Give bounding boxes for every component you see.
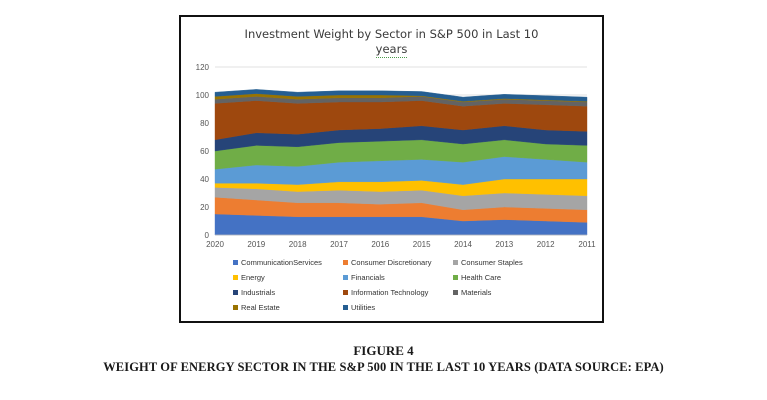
y-tick-label: 40 <box>200 175 209 184</box>
legend-swatch <box>453 260 458 265</box>
y-tick-label: 60 <box>200 147 209 156</box>
x-tick-label: 2015 <box>413 240 431 249</box>
x-tick-label: 2020 <box>206 240 224 249</box>
chart-legend: CommunicationServices Consumer Discretion… <box>233 258 593 312</box>
legend-label: Energy <box>241 273 265 282</box>
legend-label: Utilities <box>351 303 376 312</box>
y-tick-label: 100 <box>196 91 210 100</box>
legend-entry: Real Estate <box>233 303 343 312</box>
x-tick-label: 2017 <box>330 240 348 249</box>
stacked-area-plot: 0 20 40 60 80 100 120 2020 2019 2018 2017 2016 2015 2… <box>196 63 597 249</box>
legend-entry: Energy <box>233 273 343 282</box>
legend-label: Industrials <box>241 288 276 297</box>
legend-label: Real Estate <box>241 303 280 312</box>
figure-caption: WEIGHT OF ENERGY SECTOR IN THE S&P 500 I… <box>103 360 664 374</box>
legend-swatch <box>343 290 348 295</box>
x-tick-label: 2012 <box>537 240 555 249</box>
legend-swatch <box>453 275 458 280</box>
legend-entry: Consumer Discretionary <box>343 258 453 267</box>
x-tick-label: 2011 <box>578 240 596 249</box>
legend-entry: Utilities <box>343 303 453 312</box>
x-tick-label: 2013 <box>495 240 513 249</box>
legend-swatch <box>343 275 348 280</box>
y-tick-label: 20 <box>200 203 209 212</box>
legend-label: Information Technology <box>351 288 429 297</box>
legend-swatch <box>233 305 238 310</box>
legend-swatch <box>233 260 238 265</box>
legend-swatch <box>233 290 238 295</box>
chart-frame: Investment Weight by Sector in S&P 500 i… <box>179 15 604 323</box>
figure-label: FIGURE 4 <box>353 343 414 358</box>
legend-entry: CommunicationServices <box>233 258 343 267</box>
y-tick-label: 80 <box>200 119 209 128</box>
legend-swatch <box>343 260 348 265</box>
x-tick-label: 2019 <box>247 240 265 249</box>
legend-label: Consumer Discretionary <box>351 258 432 267</box>
chart-title: Investment Weight by Sector in S&P 500 i… <box>181 27 602 58</box>
legend-entry: Industrials <box>233 288 343 297</box>
legend-entry: Health Care <box>453 273 563 282</box>
x-tick-label: 2016 <box>371 240 389 249</box>
legend-entry: Information Technology <box>343 288 453 297</box>
legend-label: Financials <box>351 273 385 282</box>
legend-entry: Consumer Staples <box>453 258 563 267</box>
x-tick-label: 2014 <box>454 240 472 249</box>
legend-label: Consumer Staples <box>461 258 523 267</box>
y-tick-label: 120 <box>196 63 210 72</box>
legend-label: Materials <box>461 288 492 297</box>
legend-swatch <box>343 305 348 310</box>
chart-title-line-2: years <box>375 42 408 58</box>
legend-swatch <box>233 275 238 280</box>
chart-title-line-1: Investment Weight by Sector in S&P 500 i… <box>244 27 539 41</box>
legend-entry: Financials <box>343 273 453 282</box>
legend-label: CommunicationServices <box>241 258 322 267</box>
legend-swatch <box>453 290 458 295</box>
area-series-utilities <box>214 89 588 102</box>
y-tick-label: 0 <box>205 231 210 240</box>
legend-label: Health Care <box>461 273 502 282</box>
legend-entry: Materials <box>453 288 563 297</box>
x-tick-label: 2018 <box>289 240 307 249</box>
